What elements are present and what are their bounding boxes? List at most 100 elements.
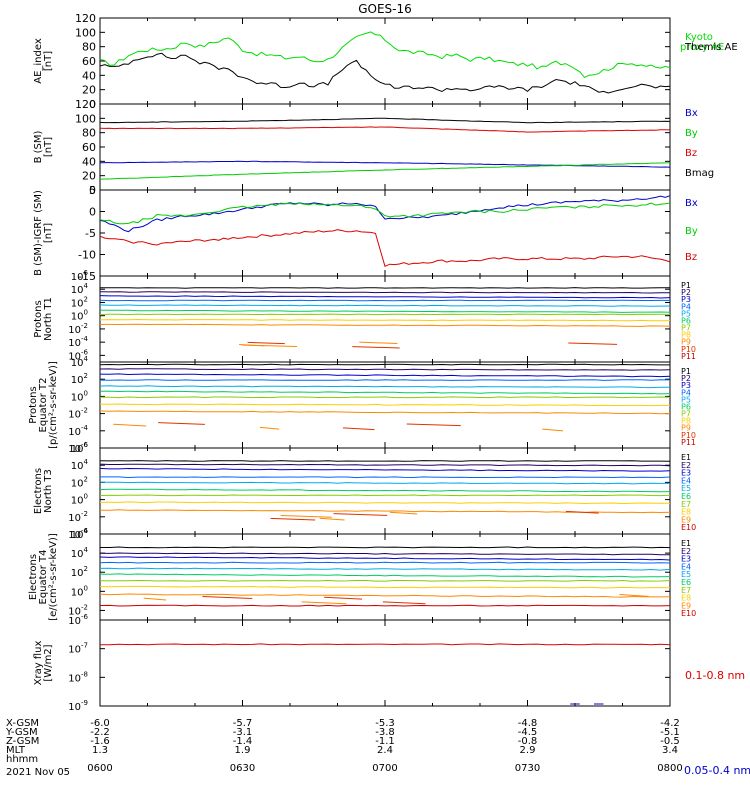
low-count-segment <box>406 423 461 427</box>
x-row-value-hhmm: 0630 <box>230 763 255 774</box>
y-axis-label: B (SM) <box>33 130 44 163</box>
y-tick-label: 100 <box>75 112 96 125</box>
x-row-value-ygsm: -2.2 <box>90 727 110 738</box>
x-row-value-hhmm: 0800 <box>657 763 682 774</box>
channel-line-p6 <box>99 390 671 395</box>
x-row-label: Z-GSM <box>6 736 39 747</box>
low-count-segment <box>319 517 345 521</box>
channel-label: P2 <box>681 374 691 383</box>
legend-label: Bmag <box>685 168 714 179</box>
x-row-value-xgsm: -5.7 <box>233 718 253 729</box>
legend-label: Themis AE <box>684 42 738 53</box>
series-line-bz <box>99 126 671 133</box>
y-tick-exponent: -7 <box>81 642 88 650</box>
channel-line-p1 <box>99 363 670 366</box>
low-count-segment <box>280 515 332 518</box>
channel-line-p4 <box>99 299 670 302</box>
low-count-segment <box>247 341 285 345</box>
y-axis-label: North T1 <box>43 297 54 341</box>
y-tick-label: 106 <box>71 527 89 541</box>
y-tick-label: 100 <box>71 493 88 507</box>
y-axis-label: Protons <box>33 300 44 337</box>
x-row-label: Y-GSM <box>5 727 38 738</box>
channel-label: P7 <box>681 410 691 419</box>
y-tick-label: 0 <box>89 184 96 197</box>
channel-label: P10 <box>681 345 696 354</box>
channel-line-p3 <box>99 295 671 299</box>
y-tick-exponent: 0 <box>84 493 88 501</box>
channel-label: P11 <box>681 438 696 447</box>
x-row-value-hhmm: 0700 <box>372 763 397 774</box>
channel-label: P3 <box>681 381 691 390</box>
y-tick-label: 100 <box>71 389 88 403</box>
y-tick-exponent: -4 <box>81 424 89 432</box>
y-axis-label: Electrons <box>28 554 39 600</box>
channel-line-p5 <box>99 385 671 389</box>
y-tick-label: 10-4 <box>68 424 88 438</box>
x-row-value-xgsm: -5.3 <box>375 718 395 729</box>
channel-label: E1 <box>681 539 691 548</box>
channel-label: P8 <box>681 417 691 426</box>
panel-frame <box>99 619 671 707</box>
channel-line-e3 <box>99 556 671 561</box>
series-line-bmag <box>99 117 671 124</box>
channel-label: E2 <box>681 461 691 470</box>
y-axis-label: [nT] <box>43 223 54 243</box>
y-axis-label: Equator T2 <box>38 378 49 433</box>
channel-line-e1 <box>100 546 671 549</box>
channel-line-e6 <box>99 488 671 493</box>
y-tick-label: 100 <box>71 309 88 323</box>
legend-label: 0.05-0.4 nm <box>684 764 750 777</box>
channel-line-p2 <box>99 291 671 294</box>
channel-label: E9 <box>681 515 691 524</box>
legend-label: Kyoto <box>685 32 713 43</box>
x-row-value-xgsm: -6.0 <box>90 718 110 729</box>
y-tick-exponent: 4 <box>84 282 89 290</box>
y-axis-label: Protons <box>28 386 39 423</box>
channel-line-e9 <box>99 593 671 598</box>
channel-label: P9 <box>681 424 691 433</box>
y-tick-exponent: 4 <box>84 458 89 466</box>
y-tick-label: -10 <box>78 249 96 262</box>
y-axis-label: [nT] <box>43 51 54 71</box>
channel-label: E3 <box>681 555 691 564</box>
y-tick-exponent: -4 <box>81 527 89 535</box>
low-count-segment <box>542 428 564 432</box>
y-tick-label: 102 <box>71 372 88 386</box>
panel-frame <box>99 17 671 105</box>
channel-label: E6 <box>681 578 691 587</box>
channel-label: P1 <box>681 367 691 376</box>
y-tick-label: 120 <box>75 12 96 25</box>
y-tick-label: 10-2 <box>68 407 88 421</box>
x-row-value-zgsm: -1.6 <box>90 736 110 747</box>
x-row-value-hhmm: 0730 <box>515 763 540 774</box>
series-line-kyoto-proxy-ae <box>99 31 671 79</box>
y-tick-label: 0 <box>89 206 96 219</box>
channel-label: P8 <box>681 331 691 340</box>
y-tick-label: 120 <box>75 98 96 111</box>
x-row-value-zgsm: -0.5 <box>660 736 680 747</box>
x-row-value-mlt: 2.4 <box>377 745 393 756</box>
channel-label: E7 <box>681 586 691 595</box>
y-axis-label: B (SM)-IGRF (SM) <box>33 190 44 276</box>
channel-label: P2 <box>681 288 691 297</box>
channel-line-e2 <box>99 552 671 556</box>
low-count-segment <box>259 426 280 430</box>
legend-label: Bz <box>685 252 697 263</box>
y-tick-exponent: -2 <box>81 510 88 518</box>
low-count-segment <box>143 597 167 601</box>
y-tick-exponent: 4 <box>84 355 89 363</box>
channel-line-p7 <box>100 396 671 399</box>
y-tick-exponent: 0 <box>84 389 88 397</box>
channel-label: E2 <box>681 547 691 556</box>
legend-label: By <box>685 226 698 237</box>
channel-line-p6 <box>99 309 671 313</box>
channel-label: P1 <box>681 281 691 290</box>
y-tick-exponent: 2 <box>84 295 88 303</box>
channel-label: P6 <box>681 402 691 411</box>
y-tick-exponent: 6 <box>84 527 89 535</box>
